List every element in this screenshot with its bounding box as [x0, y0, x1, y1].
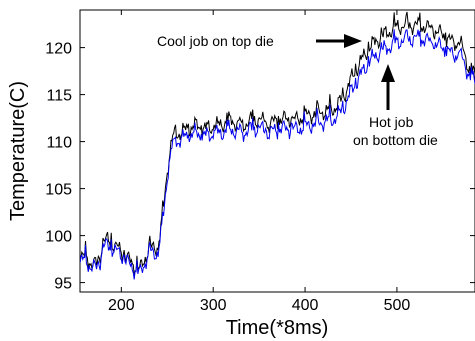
- annotation-cool-arrow-head: [344, 34, 362, 48]
- x-tick-label-3: 500: [384, 297, 411, 314]
- x-axis-label: Time(*8ms): [226, 317, 329, 339]
- y-axis-label: Temperature(C): [7, 81, 29, 221]
- annotation-cool-job: Cool job on top die: [157, 33, 274, 49]
- series-line-1: [80, 29, 475, 280]
- y-tick-label-5: 120: [45, 41, 72, 58]
- annotation-hot-arrow-head: [381, 64, 395, 82]
- x-tick-label-0: 200: [108, 297, 135, 314]
- y-tick-label-4: 115: [46, 88, 72, 105]
- y-tick-label-1: 100: [45, 229, 72, 246]
- x-tick-label-2: 400: [292, 297, 319, 314]
- series-line-0: [80, 11, 475, 276]
- annotation-hot-job-line2: on bottom die: [353, 132, 438, 148]
- plot-area: [79, 9, 475, 293]
- y-tick-label-3: 110: [46, 135, 72, 152]
- x-tick-label-1: 300: [200, 297, 227, 314]
- annotation-hot-job-line1: Hot job: [369, 114, 414, 130]
- y-tick-label-0: 95: [54, 276, 72, 293]
- y-tick-label-2: 105: [45, 182, 72, 199]
